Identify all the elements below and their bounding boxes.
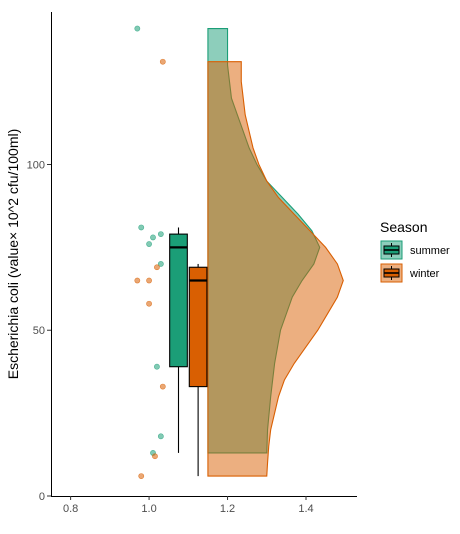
point-summer — [157, 433, 164, 440]
point-summer — [150, 234, 156, 241]
legend: Season summer winter — [380, 219, 450, 283]
point-summer — [134, 25, 141, 32]
density-winter — [207, 61, 344, 477]
x-tick-label: 1.0 — [141, 503, 156, 515]
point-winter — [134, 277, 141, 284]
point-summer — [154, 363, 160, 370]
plot-area — [134, 25, 344, 480]
legend-label-summer: summer — [410, 245, 450, 257]
point-winter — [154, 264, 160, 271]
x-tick-label: 1.4 — [298, 503, 313, 515]
y-tick-label: 0 — [39, 491, 45, 503]
point-summer — [157, 261, 164, 267]
point-summer — [157, 231, 164, 238]
box-summer — [169, 233, 188, 368]
y-tick-label: 50 — [33, 325, 45, 337]
point-winter — [146, 300, 152, 307]
point-winter — [159, 58, 166, 65]
legend-label-winter: winter — [409, 268, 440, 280]
box-winter — [188, 266, 208, 388]
x-tick-label: 0.8 — [63, 503, 78, 515]
point-summer — [146, 241, 152, 247]
point-winter — [138, 473, 145, 480]
x-tick-label: 1.2 — [220, 503, 235, 515]
point-winter — [146, 277, 152, 284]
axes: 0 50 100 0.8 1.0 1.2 1.4 — [27, 159, 314, 515]
legend-title: Season — [380, 219, 427, 235]
point-winter — [152, 453, 158, 460]
point-winter — [159, 383, 166, 390]
point-summer — [138, 224, 145, 231]
y-tick-label: 100 — [27, 159, 45, 171]
y-axis-title: Escherichia coli (value× 10^2 cfu/100ml) — [5, 129, 21, 380]
